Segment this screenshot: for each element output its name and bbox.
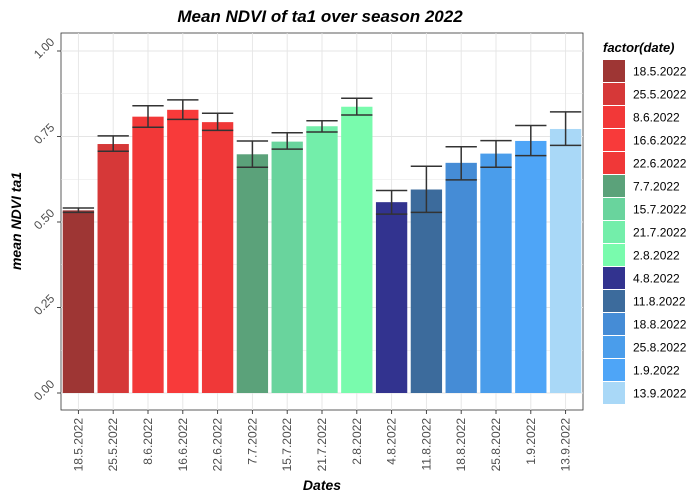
- y-axis-title: mean NDVI ta1: [8, 172, 24, 270]
- x-tick-label: 21.7.2022: [315, 418, 329, 472]
- x-tick-label: 1.9.2022: [524, 418, 538, 465]
- bars: [62, 106, 582, 394]
- legend-label: 25.5.2022: [633, 88, 687, 102]
- legend-swatch: [603, 290, 625, 312]
- x-tick-label: 7.7.2022: [245, 418, 259, 465]
- error-bar: [410, 165, 443, 214]
- x-tick-label: 22.6.2022: [211, 418, 225, 472]
- y-tick-label: 1.00: [31, 35, 58, 62]
- bar: [375, 202, 408, 393]
- legend-swatch: [603, 83, 625, 105]
- bar: [167, 109, 199, 393]
- legend-title: factor(date): [603, 40, 675, 55]
- y-axis: 0.00 0.25 0.50 0.75 1.00: [31, 35, 61, 404]
- x-tick-label: 18.5.2022: [71, 418, 85, 472]
- legend-swatch: [603, 60, 625, 82]
- x-axis: 18.5.2022 25.5.2022 8.6.2022 16.6.2022 22.6.…: [71, 410, 573, 472]
- bar: [201, 122, 234, 394]
- error-bars: [62, 97, 582, 215]
- error-bar: [480, 139, 512, 169]
- error-bar: [271, 131, 303, 150]
- bar: [445, 162, 477, 393]
- error-bar: [549, 111, 582, 147]
- legend-label: 1.9.2022: [633, 364, 680, 378]
- legend-label: 22.6.2022: [633, 157, 687, 171]
- error-bar: [445, 146, 477, 181]
- error-bar: [341, 97, 373, 116]
- legend-swatch: [603, 336, 625, 358]
- bar: [236, 154, 269, 393]
- legend-label: 25.8.2022: [633, 341, 687, 355]
- bar: [306, 126, 338, 394]
- error-bar: [236, 140, 269, 169]
- legend-swatch: [603, 359, 625, 381]
- bar: [341, 106, 373, 393]
- x-axis-title: Dates: [303, 477, 341, 493]
- bar: [97, 144, 129, 393]
- bar: [410, 189, 443, 393]
- y-tick-label: 0.25: [31, 291, 58, 318]
- legend-swatch: [603, 244, 625, 266]
- bar: [480, 153, 512, 393]
- y-tick-label: 0.00: [31, 377, 58, 404]
- x-tick-label: 2.8.2022: [350, 418, 364, 465]
- legend-swatch: [603, 382, 625, 404]
- error-bar: [62, 207, 95, 214]
- x-tick-label: 25.8.2022: [489, 418, 503, 472]
- error-bar: [375, 189, 408, 215]
- x-tick-label: 16.6.2022: [176, 418, 190, 472]
- x-tick-label: 11.8.2022: [419, 418, 433, 471]
- legend-label: 15.7.2022: [633, 203, 687, 217]
- error-bar: [97, 135, 129, 152]
- legend-swatch: [603, 129, 625, 151]
- legend-swatch: [603, 152, 625, 174]
- legend-label: 21.7.2022: [633, 226, 687, 240]
- x-tick-label: 4.8.2022: [385, 418, 399, 465]
- legend-label: 7.7.2022: [633, 180, 680, 194]
- y-tick-label: 0.50: [31, 206, 58, 233]
- legend-label: 11.8.2022: [633, 295, 686, 309]
- x-tick-label: 8.6.2022: [141, 418, 155, 465]
- legend-label: 2.8.2022: [633, 249, 680, 263]
- error-bar: [167, 99, 199, 121]
- legend-swatch: [603, 106, 625, 128]
- bar: [515, 140, 547, 393]
- legend-swatch: [603, 221, 625, 243]
- error-bar: [132, 104, 164, 129]
- error-bar: [201, 112, 234, 132]
- legend-label: 18.5.2022: [633, 65, 687, 79]
- legend-swatch: [603, 198, 625, 220]
- x-tick-label: 15.7.2022: [280, 418, 294, 472]
- legend-label: 8.6.2022: [633, 111, 680, 125]
- legend: factor(date) 18.5.2022 25.5.2022 8.6.2022 1…: [603, 40, 687, 404]
- error-bar: [306, 120, 338, 133]
- legend-label: 18.8.2022: [633, 318, 687, 332]
- x-tick-label: 18.8.2022: [454, 418, 468, 472]
- legend-label: 13.9.2022: [633, 387, 687, 401]
- y-tick-label: 0.75: [31, 120, 58, 147]
- legend-swatch: [603, 267, 625, 289]
- bar: [132, 116, 164, 393]
- bar: [271, 141, 303, 393]
- chart-title: Mean NDVI of ta1 over season 2022: [177, 7, 463, 26]
- bar: [549, 128, 582, 393]
- legend-swatch: [603, 313, 625, 335]
- error-bar: [515, 124, 547, 157]
- legend-label: 4.8.2022: [633, 272, 680, 286]
- x-tick-label: 25.5.2022: [106, 418, 120, 472]
- legend-label: 16.6.2022: [633, 134, 687, 148]
- x-tick-label: 13.9.2022: [559, 418, 573, 472]
- bar: [62, 210, 95, 393]
- legend-swatch: [603, 175, 625, 197]
